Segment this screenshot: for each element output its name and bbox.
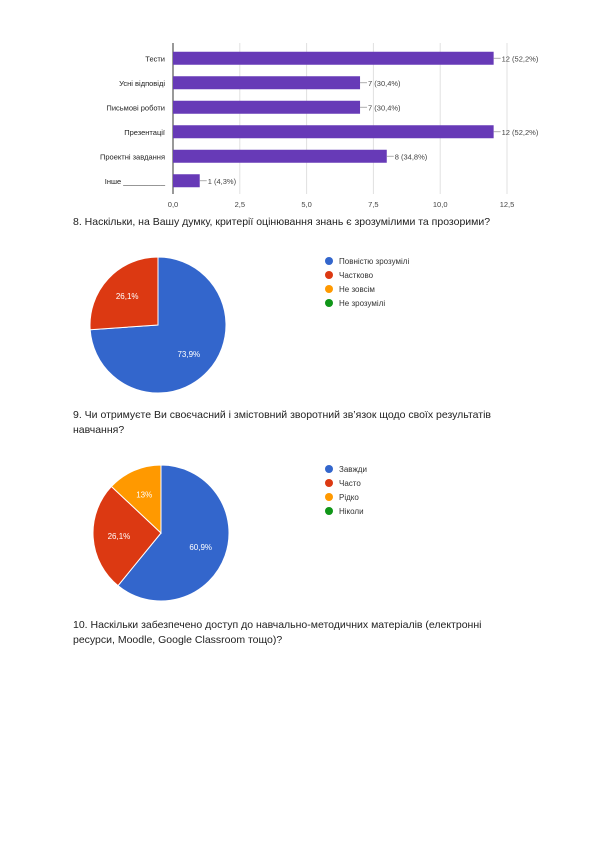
legend-item: Не зрозумілі [325,297,385,309]
bar [173,100,361,114]
legend-item: Рідко [325,491,359,503]
category-label: Тести [145,54,165,63]
x-tick-label: 10,0 [433,200,448,209]
data-label: 7 (30,4%) [368,79,401,88]
data-label: 12 (52,2%) [502,128,539,137]
x-tick-label: 12,5 [500,200,515,209]
bar [173,125,494,139]
pie-slice [117,464,230,602]
legend-swatch [325,507,333,515]
question-10-line-2: ресурси, Moodle, Google Classroom тощо)? [73,634,283,646]
legend-swatch [325,493,333,501]
data-label: 12 (52,2%) [502,54,539,63]
data-label: 8 (34,8%) [395,152,428,161]
legend-label: Ніколи [339,506,364,516]
legend-swatch [325,479,333,487]
data-label: 7 (30,4%) [368,103,401,112]
question-8-text: 8. Наскільки, на Вашу думку, критерії оц… [73,216,491,228]
legend-label: Не зрозумілі [339,298,386,308]
x-tick-label: 2,5 [235,200,245,209]
x-tick-label: 5,0 [301,200,311,209]
legend-item: Часто [325,477,361,489]
slice-label: 26,1% [116,292,139,301]
legend-item: Не зовсім [325,283,375,295]
legend-q9: Завжди Часто Рідко Ніколи [325,463,475,523]
category-label: Усні відповіді [119,79,165,88]
bar [173,174,200,188]
x-tick-label: 7,5 [368,200,378,209]
legend-label: Не зовсім [339,284,375,294]
category-label: Презентації [124,128,166,137]
bar-chart: 0,0 2,5 5,0 7,5 10,0 12,5 Тести 12 (52,2%) Усні … [100,43,539,209]
category-label: Проектні завдання [100,152,165,161]
question-9-line-2: навчання? [73,424,125,436]
slice-label: 13% [136,490,152,499]
legend-item: Повністю зрозумілі [325,255,409,267]
legend-item: Ніколи [325,505,364,517]
pie-slice [110,464,162,535]
pie-chart-q8: 73,9% 26,1% [89,256,227,394]
legend-swatch [325,285,333,293]
legend-item: Завжди [325,463,367,475]
slice-label: 26,1% [108,532,131,541]
data-label: 1 (4,3%) [208,177,237,186]
legend-label: Повністю зрозумілі [339,256,410,266]
category-label: Письмові роботи [106,103,165,112]
legend-swatch [325,271,333,279]
slice-label: 73,9% [177,350,200,359]
slice-label: 60,9% [189,543,212,552]
legend-item: Частково [325,269,373,281]
legend-label: Частково [339,270,374,280]
x-tick-label: 0,0 [168,200,178,209]
bar [173,76,361,90]
question-9-line-1: 9. Чи отримуєте Ви своєчасний і змістовн… [73,409,491,421]
pie-chart-q9: 60,9% 26,1% 13% [92,464,230,602]
pie-slice [89,256,159,331]
legend-swatch [325,299,333,307]
question-10-line-1: 10. Наскільки забезпечено доступ до навч… [73,619,482,631]
question-10-text: 10. Наскільки забезпечено доступ до навч… [73,618,553,648]
question-9-text: 9. Чи отримуєте Ви своєчасний і змістовн… [73,408,553,438]
legend-label: Завжди [339,464,367,474]
bar [173,51,494,65]
legend-swatch [325,257,333,265]
pie-slice [92,485,162,587]
legend-swatch [325,465,333,473]
legend-label: Рідко [339,492,359,502]
category-label: Інше __________ [105,177,166,186]
legend-label: Часто [339,478,361,488]
legend-q8: Повністю зрозумілі Частково Не зовсім Не зр… [325,255,475,315]
bar [173,149,387,163]
